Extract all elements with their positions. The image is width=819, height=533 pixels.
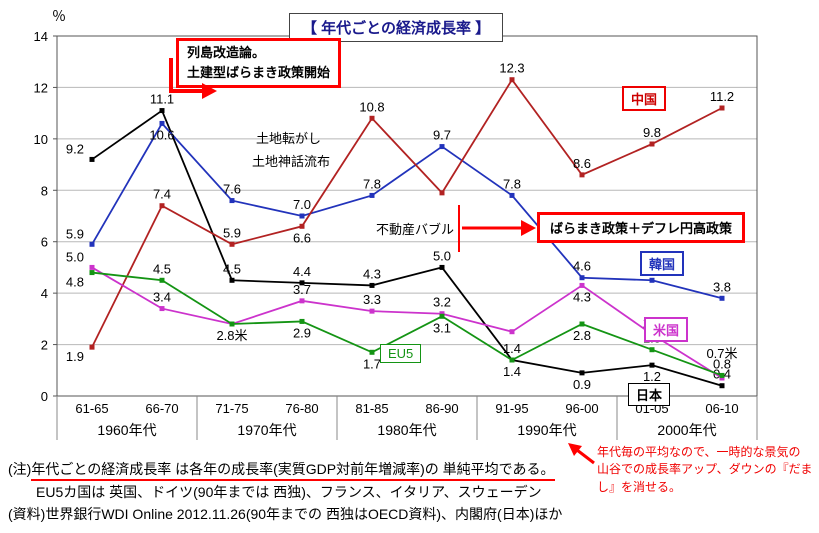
chart-title: 【 年代ごとの経済成長率 】 [289,13,504,42]
svg-text:10.6: 10.6 [149,127,174,142]
svg-text:0: 0 [41,389,48,404]
svg-text:3.1: 3.1 [433,320,451,335]
series-label-china: 中国 [622,86,667,111]
footnote-1: (注)年代ごとの経済成長率 は各年の成長率(実質GDP対前年増減率)の 単純平均… [8,459,555,481]
annotation-tochi-shinwa: 土地神話流布 [252,154,331,169]
red-note-line: し』を消せる。 [597,479,682,494]
series-label-usa: 米国 [644,317,689,342]
series-label-korea: 韓国 [640,251,685,276]
annotation-box-baramaki: ばらまき政策＋デフレ円高政策 [537,212,746,243]
svg-text:2.8: 2.8 [573,328,591,343]
svg-text:5.0: 5.0 [433,248,451,263]
svg-text:11.2: 11.2 [710,89,734,104]
svg-text:0.7米: 0.7米 [706,346,737,361]
svg-text:8: 8 [41,183,48,198]
svg-text:5.9: 5.9 [223,225,241,240]
svg-text:7.8: 7.8 [503,176,521,191]
svg-text:0.8: 0.8 [713,356,731,371]
svg-text:1970年代: 1970年代 [237,422,296,438]
svg-text:12: 12 [34,80,48,95]
svg-text:7.8: 7.8 [363,176,381,191]
svg-text:7.4: 7.4 [153,187,171,202]
svg-text:1990年代: 1990年代 [517,422,576,438]
annotation-text-line: 土建型ばらまき政策開始 [187,65,331,81]
annotation-box-retto-kaizo: 列島改造論。 土建型ばらまき政策開始 [176,38,342,89]
svg-text:4.5: 4.5 [223,261,241,276]
svg-text:0.9: 0.9 [573,377,591,392]
svg-text:81-85: 81-85 [355,401,388,416]
footnote-1-underlined-text: 年代ごとの経済成長率 は各年の成長率(実質GDP対前年増減率)の 単純平均である… [31,461,555,481]
svg-text:91-95: 91-95 [495,401,528,416]
svg-text:76-80: 76-80 [285,401,318,416]
svg-text:4.8: 4.8 [66,275,84,290]
svg-text:6: 6 [41,235,48,250]
svg-text:71-75: 71-75 [215,401,248,416]
svg-text:5.9: 5.9 [66,226,84,241]
svg-text:7.0: 7.0 [293,197,311,212]
svg-text:2000年代: 2000年代 [657,422,716,438]
svg-text:10.8: 10.8 [359,99,384,114]
svg-text:66-70: 66-70 [145,401,178,416]
svg-text:61-65: 61-65 [75,401,108,416]
svg-text:1.4: 1.4 [503,364,521,379]
svg-text:5.0: 5.0 [66,249,84,264]
svg-text:11.1: 11.1 [150,92,174,107]
svg-text:4.5: 4.5 [153,261,171,276]
svg-text:7.6: 7.6 [223,182,241,197]
svg-text:10: 10 [34,132,48,147]
svg-text:1.9: 1.9 [66,349,84,364]
red-note-line: 山谷での成長率アップ、ダウンの『だま [597,462,813,477]
svg-text:86-90: 86-90 [425,401,458,416]
svg-text:12.3: 12.3 [499,61,524,76]
svg-text:06-10: 06-10 [705,401,738,416]
svg-text:2.8米: 2.8米 [216,328,247,343]
svg-text:9.2: 9.2 [66,141,84,156]
svg-text:4.3: 4.3 [573,289,591,304]
svg-text:4.6: 4.6 [573,259,591,274]
svg-text:3.4: 3.4 [153,290,171,305]
footnote-3-source: (資料)世界銀行WDI Online 2012.11.26(90年までの 西独は… [8,506,563,522]
svg-text:1.7: 1.7 [363,356,381,371]
svg-text:96-00: 96-00 [565,401,598,416]
svg-text:8.6: 8.6 [573,156,591,171]
red-note-line: 年代毎の平均なので、一時的な景気の [597,445,801,459]
svg-text:3.3: 3.3 [363,292,381,307]
series-label-japan: 日本 [628,383,671,406]
y-axis-unit-label: ％ [52,8,66,24]
handwritten-red-note: 年代毎の平均なので、一時的な景気の 山谷での成長率アップ、ダウンの『だま し』を… [597,444,812,496]
svg-text:3.2: 3.2 [433,295,451,310]
svg-text:1960年代: 1960年代 [97,422,156,438]
svg-text:1.4: 1.4 [503,341,521,356]
svg-text:4.3: 4.3 [363,266,381,281]
svg-text:2: 2 [41,338,48,353]
svg-text:3.7: 3.7 [293,282,311,297]
annotation-tochi-korogashi: 土地転がし [256,131,322,146]
svg-text:14: 14 [34,29,48,44]
svg-text:1.2: 1.2 [643,369,661,384]
svg-text:6.6: 6.6 [293,230,311,245]
series-label-eu5: EU5 [380,344,422,363]
svg-text:4.4: 4.4 [293,264,311,279]
annotation-fudosan-bubble: 不動産バブル [376,222,455,237]
svg-text:1980年代: 1980年代 [377,422,436,438]
svg-text:2.9: 2.9 [293,325,311,340]
svg-text:3.8: 3.8 [713,279,731,294]
svg-text:4: 4 [41,286,48,301]
svg-text:9.7: 9.7 [433,128,451,143]
annotation-text-line: 列島改造論。 [187,45,266,60]
svg-text:9.8: 9.8 [643,125,661,140]
footnote-1-prefix: (注) [8,461,32,477]
footnote-2: EU5カ国は 英国、ドイツ(90年までは 西独)、フランス、イタリア、スウェーデ… [36,484,542,500]
